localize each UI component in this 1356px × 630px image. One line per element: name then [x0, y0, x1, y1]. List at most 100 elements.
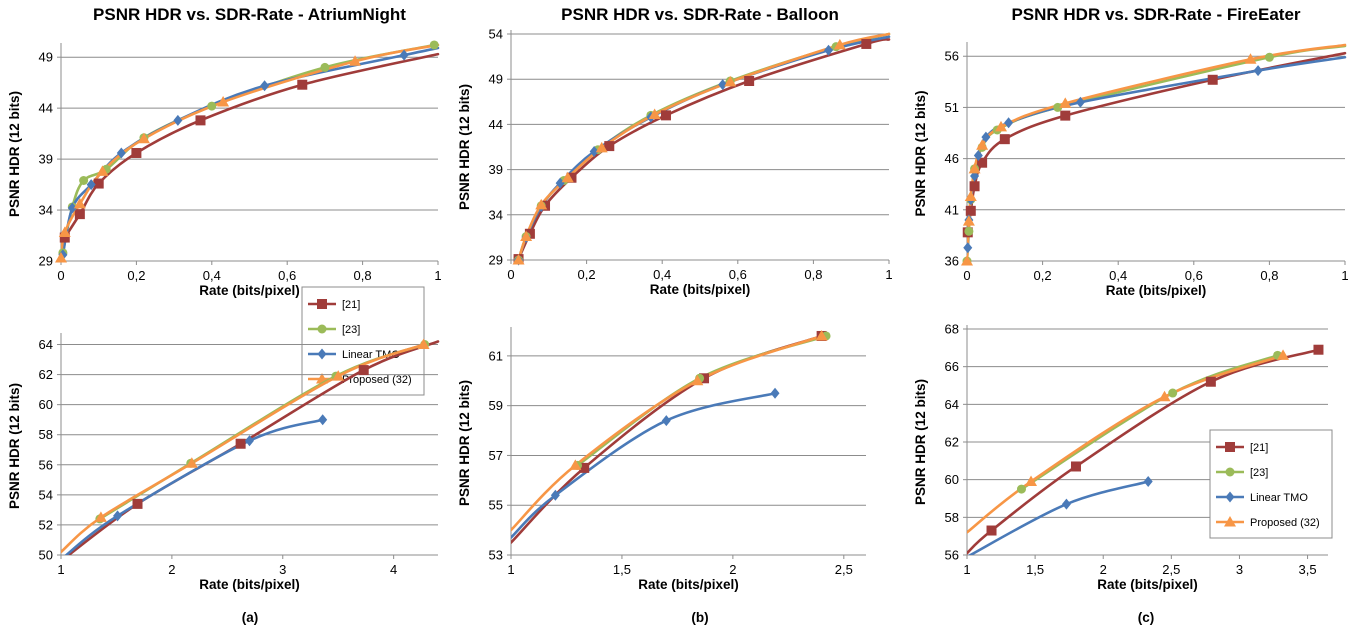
data-point	[1205, 376, 1216, 387]
x-tick-label: 2	[168, 562, 175, 577]
y-axis-label: PSNR HDR (12 bits)	[913, 379, 928, 505]
legend-marker	[317, 348, 327, 360]
data-point	[1277, 349, 1290, 360]
x-tick-label: 2,5	[835, 562, 853, 577]
data-point	[520, 230, 533, 241]
data-point	[1016, 484, 1026, 494]
x-axis-label: Rate (bits/pixel)	[199, 577, 300, 592]
data-point	[1004, 117, 1014, 129]
data-point	[58, 226, 71, 237]
y-tick-label: 39	[39, 152, 53, 167]
x-tick-label: 0	[57, 268, 64, 283]
x-tick-label: 1,5	[613, 562, 631, 577]
y-tick-label: 36	[945, 254, 959, 269]
x-axis-label: Rate (bits/pixel)	[1097, 577, 1198, 592]
data-point	[1075, 96, 1085, 108]
y-tick-label: 60	[39, 397, 53, 412]
y-tick-label: 59	[489, 398, 503, 413]
y-tick-label: 49	[39, 50, 53, 65]
y-tick-label: 29	[39, 254, 53, 269]
series-line-proposed-32	[61, 43, 440, 260]
data-point	[535, 198, 548, 210]
data-point	[195, 115, 206, 126]
data-point	[116, 147, 126, 159]
data-point	[131, 147, 142, 158]
data-point	[358, 365, 369, 376]
data-point	[962, 215, 975, 226]
data-point	[1070, 461, 1081, 472]
y-tick-label: 29	[489, 253, 503, 268]
data-point	[512, 254, 525, 265]
series-line-21	[517, 38, 891, 260]
series-line-23	[517, 32, 891, 260]
y-tick-label: 34	[489, 207, 503, 222]
data-point	[555, 177, 565, 189]
legend-label: [23]	[342, 324, 360, 336]
legend-marker	[1225, 467, 1235, 477]
data-point	[1053, 102, 1063, 112]
legend-label: Proposed (32)	[342, 374, 412, 386]
data-point	[569, 459, 582, 470]
data-point	[833, 38, 846, 50]
data-point	[964, 226, 974, 236]
data-point	[55, 251, 67, 263]
chart-panel-6: 56 58 60 62 64 66 68 1 1,5 2 2,5 3 3,5 Rate (bits/pix…	[913, 322, 1333, 592]
y-tick-label: 55	[489, 498, 503, 513]
y-axis-label: PSNR HDR (12 bits)	[457, 84, 472, 210]
subcaption-c: (c)	[1138, 610, 1155, 625]
data-point	[744, 76, 755, 87]
y-tick-label: 58	[39, 427, 53, 442]
data-point	[660, 110, 671, 121]
data-point	[207, 101, 217, 111]
y-tick-label: 62	[39, 367, 53, 382]
data-point	[1060, 110, 1071, 121]
x-tick-label: 0,2	[127, 268, 145, 283]
data-point	[1059, 97, 1072, 108]
y-tick-label: 58	[945, 510, 959, 525]
x-tick-label: 2	[1100, 562, 1107, 577]
legend: [21] [23] Linear TMO Proposed (32)	[301, 286, 425, 396]
legend-marker	[1224, 516, 1236, 527]
data-point	[524, 228, 535, 239]
data-point	[217, 96, 230, 107]
y-axis-label: PSNR HDR (12 bits)	[7, 383, 22, 509]
data-point	[1158, 390, 1171, 402]
data-point	[964, 190, 977, 201]
x-tick-label: 3	[1236, 562, 1243, 577]
data-point	[185, 457, 198, 468]
data-point	[1253, 65, 1263, 77]
data-point	[67, 202, 77, 214]
data-point	[561, 171, 574, 183]
y-tick-label: 56	[39, 457, 53, 472]
y-tick-label: 64	[39, 337, 53, 352]
x-tick-label: 0,4	[653, 267, 671, 282]
x-tick-label: 0,2	[1034, 268, 1052, 283]
x-axis-label: Rate (bits/pixel)	[199, 283, 300, 298]
data-point	[96, 165, 109, 176]
legend-label: [21]	[1250, 442, 1268, 454]
x-tick-label: 0,8	[804, 267, 822, 282]
y-tick-label: 39	[489, 162, 503, 177]
x-axis-label: Rate (bits/pixel)	[1106, 283, 1207, 298]
y-tick-label: 54	[489, 27, 503, 42]
data-point	[349, 55, 362, 66]
legend-marker	[317, 324, 327, 334]
data-point	[976, 139, 989, 150]
x-tick-label: 1	[57, 562, 64, 577]
y-tick-label: 56	[945, 49, 959, 64]
y-tick-label: 68	[945, 322, 959, 337]
y-tick-label: 41	[945, 202, 959, 217]
legend-marker	[1225, 442, 1235, 452]
data-point	[173, 114, 183, 126]
y-tick-label: 66	[945, 359, 959, 374]
y-tick-label: 44	[489, 117, 503, 132]
x-tick-label: 0	[507, 267, 514, 282]
data-point	[399, 49, 409, 61]
x-tick-label: 0,4	[1109, 268, 1127, 283]
y-tick-label: 54	[39, 487, 53, 502]
chart-panel-3: PSNR HDR vs. SDR-Rate - FireEater 36 41 46 5…	[913, 5, 1349, 298]
data-point	[691, 374, 704, 386]
x-tick-label: 2	[729, 562, 736, 577]
y-tick-label: 62	[945, 435, 959, 450]
chart-title: PSNR HDR vs. SDR-Rate - AtriumNight	[93, 5, 406, 24]
